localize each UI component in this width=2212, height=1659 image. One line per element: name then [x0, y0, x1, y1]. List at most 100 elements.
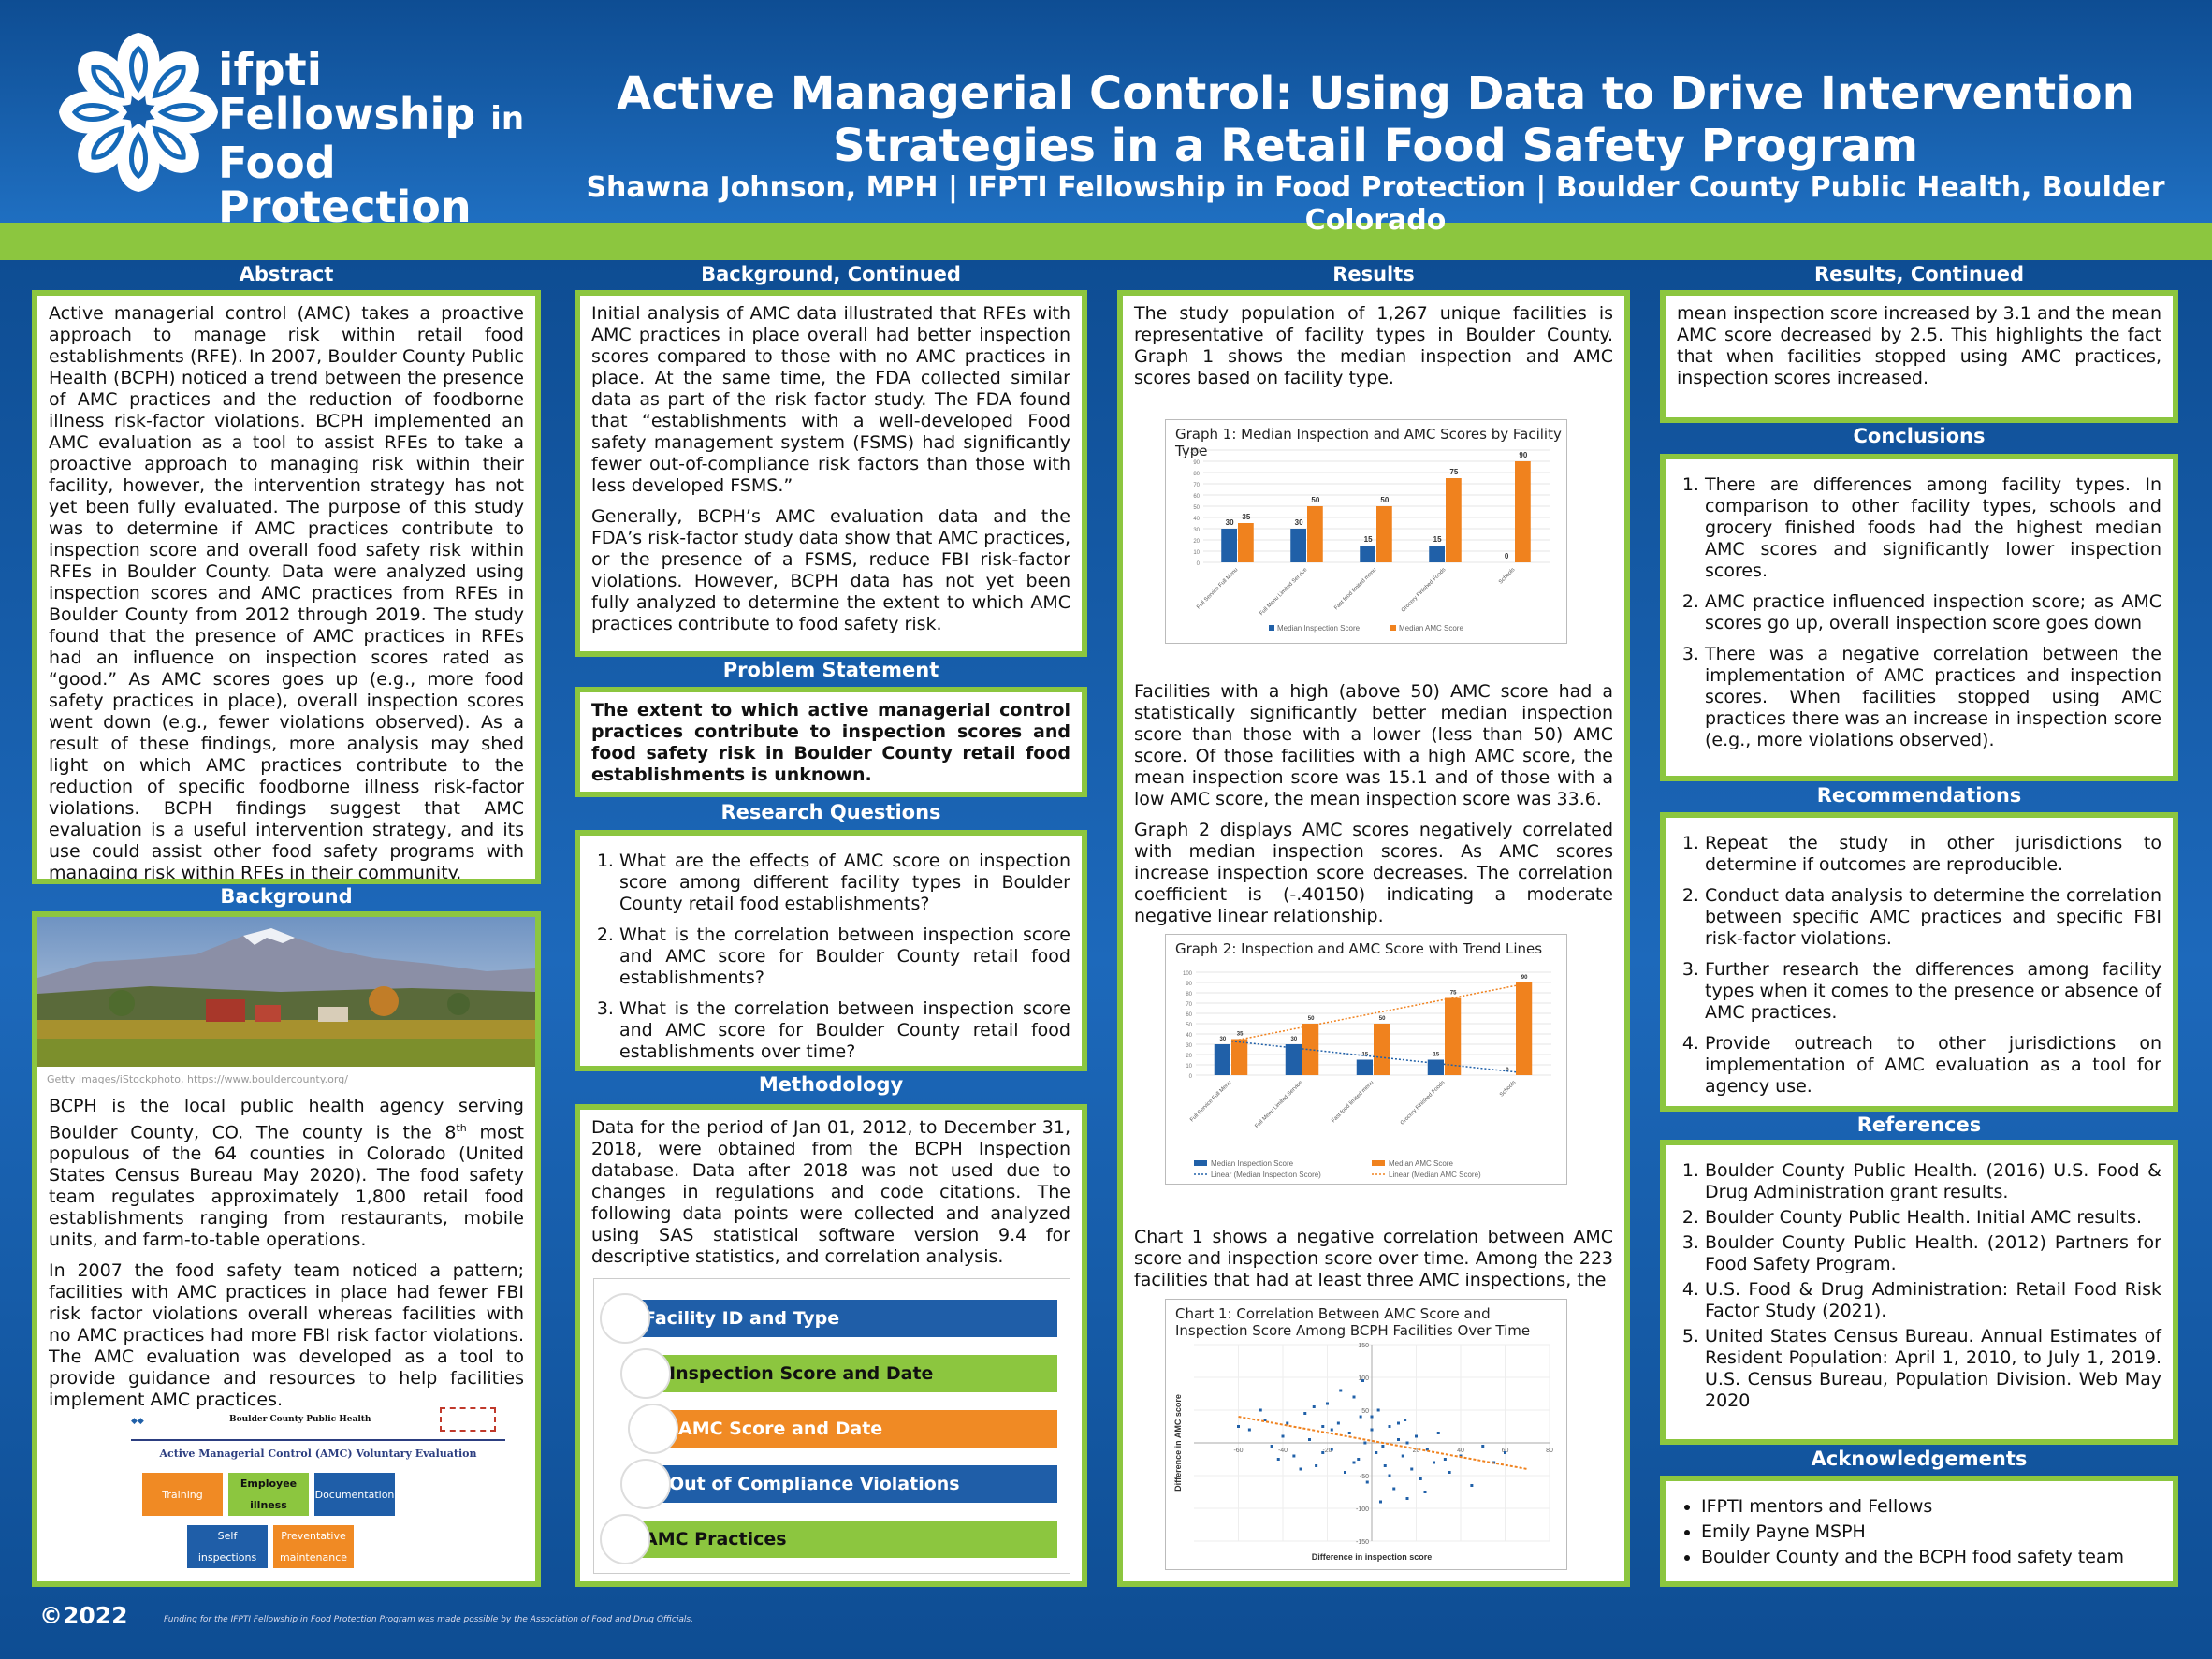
legend-label: Median Inspection Score: [1211, 1159, 1294, 1168]
form-box-preventative-maintenance: Preventative maintenance: [273, 1525, 354, 1568]
ack-box: IFPTI mentors and Fellows Emily Payne MS…: [1660, 1476, 2178, 1587]
bar-inspection: [1214, 1044, 1230, 1075]
bg-cont-box: Initial analysis of AMC data illustrated…: [575, 290, 1087, 657]
scatter-point: [1292, 1454, 1296, 1458]
scatter-point: [1404, 1419, 1407, 1421]
scatter-point: [1270, 1445, 1273, 1448]
y-tick-label: 0: [1189, 1074, 1193, 1080]
scatter-point: [1263, 1419, 1267, 1421]
x-tick-label: Full Menu Limited Service: [1254, 1080, 1304, 1130]
y-tick-label: 10: [1193, 550, 1200, 556]
data-label: 75: [1450, 991, 1457, 997]
y-tick-label: 30: [1186, 1043, 1192, 1049]
res-cont-heading: Results, Continued: [1813, 263, 2025, 285]
form-box-training: Training: [142, 1473, 223, 1516]
step-bullet-4: [620, 1459, 671, 1509]
green-divider: [0, 223, 2212, 260]
x-tick-label: 40: [1457, 1448, 1464, 1454]
scatter-point: [1326, 1402, 1329, 1405]
x-tick-label: Schools: [1498, 567, 1516, 585]
form-org: Boulder County Public Health: [229, 1415, 371, 1424]
scatter-point: [1423, 1491, 1427, 1493]
scatter-point: [1415, 1434, 1418, 1438]
reference-4: U.S. Food & Drug Administration: Retail …: [1705, 1279, 2161, 1322]
recommendations-box: Repeat the study in other jurisdictions …: [1660, 812, 2178, 1112]
legend-label: Linear (Median AMC Score): [1389, 1171, 1481, 1179]
bg-cont-heading: Background, Continued: [701, 263, 961, 285]
y-tick-label: 20: [1193, 539, 1200, 545]
y-tick-label: 40: [1193, 517, 1200, 522]
y-tick-label: 80: [1193, 472, 1200, 477]
recommendations-heading: Recommendations: [1816, 784, 2022, 807]
y-tick-label: 50: [1361, 1408, 1369, 1415]
problem-box: The extent to which active managerial co…: [575, 687, 1087, 797]
x-tick-label: 80: [1546, 1448, 1553, 1454]
res-cont-box: mean inspection score increased by 3.1 a…: [1660, 290, 2178, 423]
bcph-logo-icon: ◆◆: [131, 1417, 144, 1426]
bar-inspection: [1285, 1044, 1302, 1075]
ack-3: Boulder County and the BCPH food safety …: [1701, 1547, 2161, 1568]
references-box: Boulder County Public Health. (2016) U.S…: [1660, 1140, 2178, 1445]
scatter-point: [1448, 1471, 1451, 1474]
scatter-point: [1357, 1458, 1361, 1461]
scatter-point: [1436, 1432, 1440, 1434]
conclusions-box: There are differences among facility typ…: [1660, 454, 2178, 781]
results-p1: The study population of 1,267 unique fac…: [1134, 303, 1613, 388]
scatter-point: [1344, 1471, 1346, 1474]
abstract-text: Active managerial control (AMC) takes a …: [49, 303, 524, 883]
background-p2: In 2007 the food safety team noticed a p…: [49, 1260, 524, 1411]
scatter-point: [1433, 1461, 1435, 1464]
method-heading: Methodology: [758, 1073, 904, 1096]
bar-amc: [1376, 506, 1392, 562]
x-axis-label: Difference in inspection score: [1312, 1552, 1433, 1562]
scatter-point: [1330, 1448, 1333, 1451]
conclusion-2: AMC practice influenced inspection score…: [1705, 591, 2161, 634]
recommendation-2: Conduct data analysis to determine the c…: [1705, 885, 2161, 950]
data-label: 30: [1220, 1037, 1227, 1042]
background-heading: Background: [220, 885, 353, 908]
y-tick-label: -150: [1356, 1539, 1369, 1546]
reference-3: Boulder County Public Health. (2012) Par…: [1705, 1232, 2161, 1275]
y-tick-label: 40: [1186, 1033, 1192, 1039]
step-bullet-2: [620, 1348, 671, 1399]
x-tick-label: Schools: [1499, 1080, 1517, 1098]
flower-logo-icon: [59, 33, 218, 192]
graph2-svg: 0 10 20 30 40 50 60 70 80 90 100 30 35 Full Service F…: [1183, 971, 1551, 1179]
ack-2: Emily Payne MSPH: [1701, 1521, 2161, 1543]
legend-swatch: [1269, 625, 1274, 631]
graph2-container: Graph 2: Inspection and AMC Score with T…: [1165, 934, 1567, 1185]
graph1-svg: 0 10 20 30 40 50 60 70 80 90 100 30 35 Full Service F…: [1190, 449, 1550, 633]
y-tick-label: 90: [1193, 460, 1200, 466]
bar-inspection: [1360, 546, 1375, 562]
x-tick-label: -60: [1233, 1448, 1243, 1454]
data-label: 15: [1362, 1053, 1369, 1058]
poster-authors: Shawna Johnson, MPH | IFPTI Fellowship i…: [586, 171, 2165, 237]
research-question-2: What is the correlation between inspecti…: [619, 924, 1070, 989]
bar-amc: [1445, 997, 1462, 1075]
scatter-point: [1315, 1464, 1318, 1467]
background-p1a: BCPH is the local public health agency s…: [49, 1096, 524, 1143]
y-tick-label: 100: [1358, 1375, 1369, 1382]
scatter-point: [1405, 1441, 1409, 1445]
y-tick-label: 70: [1186, 1002, 1192, 1008]
scatter-point: [1370, 1428, 1374, 1432]
step-bullet-5: [600, 1514, 650, 1564]
amc-evaluation-form-image: ◆◆ Boulder County Public Health Active M…: [131, 1405, 505, 1574]
data-label: 30: [1226, 518, 1234, 527]
scatter-point: [1281, 1434, 1285, 1438]
trend-line-inspection: [1230, 1040, 1517, 1073]
data-label: 35: [1237, 1032, 1244, 1038]
data-label: 90: [1521, 975, 1528, 981]
data-label: 15: [1433, 535, 1442, 544]
scatter-point: [1286, 1421, 1289, 1425]
data-label: 15: [1433, 1053, 1440, 1058]
trend-line: [1238, 1416, 1528, 1470]
copyright: ©2022: [39, 1602, 128, 1629]
bar-inspection: [1429, 546, 1445, 562]
graph1-container: Graph 1: Median Inspection and AMC Score…: [1165, 419, 1567, 644]
research-box: What are the effects of AMC score on ins…: [575, 830, 1087, 1071]
step-facility-id: Facility ID and Type: [627, 1300, 1057, 1337]
scatter-point: [1459, 1454, 1463, 1458]
scatter-point: [1259, 1408, 1262, 1412]
bar-amc: [1307, 506, 1323, 562]
